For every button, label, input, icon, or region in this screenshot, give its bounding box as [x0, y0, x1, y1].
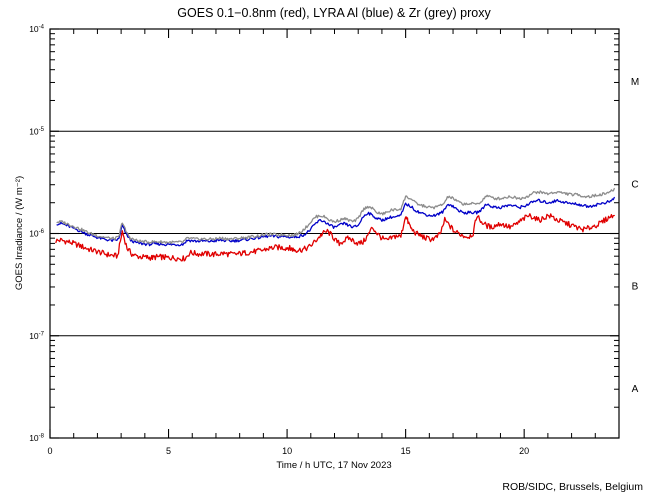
y-tick-label: 10-4 [29, 24, 44, 34]
y-tick-label: 10-7 [29, 331, 44, 341]
x-axis-tick-labels: 0 5 10 15 20 [47, 446, 529, 456]
x-tick-label: 10 [282, 446, 292, 456]
x-tick-label: 0 [47, 446, 52, 456]
y-tick-label: 10-5 [29, 126, 44, 136]
y-tick-label: 10-8 [29, 433, 44, 443]
flare-class-labels: M C B A [631, 77, 639, 395]
flare-class-label-c: C [631, 179, 638, 190]
y-tick-label: 10-6 [29, 229, 44, 239]
credit-text: ROB/SIDC, Brussels, Belgium [502, 481, 643, 493]
flare-class-label-m: M [631, 77, 639, 88]
x-tick-label: 20 [519, 446, 529, 456]
x-tick-label: 5 [166, 446, 171, 456]
chart-title: GOES 0.1−0.8nm (red), LYRA Al (blue) & Z… [177, 6, 491, 20]
plot-frame [49, 28, 620, 439]
flare-class-label-b: B [632, 282, 639, 293]
data-series-group [55, 187, 615, 262]
y-axis-ticks [50, 28, 59, 439]
y-axis-label: GOES Irradiance / (W m⁻²) [14, 176, 25, 290]
series-goes-0-1-0-8nm [55, 213, 615, 262]
flare-class-label-a: A [632, 384, 639, 395]
x-axis-label: Time / h UTC, 17 Nov 2023 [276, 460, 391, 471]
right-axis-ticks [610, 28, 619, 439]
gridlines [50, 130, 619, 337]
y-axis-tick-labels: 10-8 10-7 10-6 10-5 10-4 [29, 24, 44, 443]
series-lyra-zr-proxy [56, 187, 615, 245]
x-tick-label: 15 [401, 446, 411, 456]
